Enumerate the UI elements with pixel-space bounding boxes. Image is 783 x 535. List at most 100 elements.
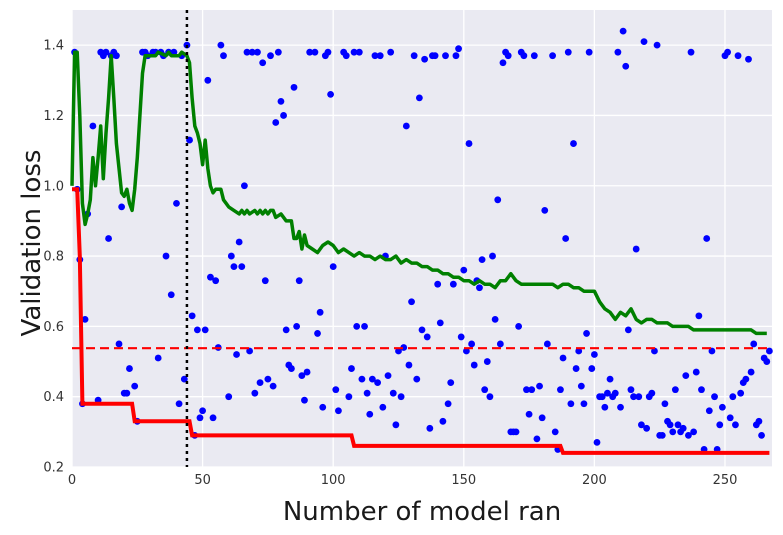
scatter-point bbox=[716, 421, 724, 429]
scatter-point bbox=[243, 48, 251, 56]
scatter-point bbox=[593, 438, 601, 446]
scatter-point bbox=[319, 403, 327, 411]
scatter-point bbox=[449, 280, 457, 288]
scatter-point bbox=[703, 235, 711, 242]
y-tick-label: 1.2 bbox=[43, 109, 64, 124]
scatter-point bbox=[298, 372, 306, 379]
scatter-point bbox=[89, 122, 97, 130]
scatter-point bbox=[280, 112, 287, 119]
scatter-point bbox=[434, 280, 442, 288]
y-tick-label: 1.4 bbox=[43, 39, 64, 54]
scatter-point bbox=[170, 48, 178, 56]
scatter-point bbox=[638, 421, 645, 429]
scatter-point bbox=[734, 52, 742, 60]
scatter-point bbox=[376, 52, 384, 60]
scatter-point bbox=[687, 48, 695, 56]
scatter-point bbox=[371, 52, 379, 60]
scatter-point bbox=[530, 52, 538, 60]
scatter-point bbox=[648, 389, 656, 397]
scatter-point bbox=[512, 428, 520, 436]
scatter-point bbox=[635, 393, 643, 401]
scatter-point bbox=[436, 319, 444, 327]
scatter-point bbox=[711, 393, 718, 401]
scatter-point bbox=[415, 94, 423, 102]
scatter-point bbox=[264, 375, 272, 383]
scatter-point bbox=[387, 48, 395, 56]
scatter-point bbox=[233, 351, 240, 358]
scatter-point bbox=[572, 365, 580, 372]
scatter-point bbox=[583, 330, 590, 337]
scatter-point bbox=[392, 421, 400, 429]
scatter-point bbox=[447, 379, 455, 387]
scatter-point bbox=[491, 315, 499, 323]
scatter-point bbox=[175, 400, 183, 408]
scatter-point bbox=[311, 48, 319, 56]
scatter-point bbox=[666, 421, 674, 429]
scatter-point bbox=[209, 414, 217, 422]
scatter-point bbox=[105, 235, 112, 242]
x-tick-label: 0 bbox=[68, 473, 76, 488]
scatter-point bbox=[692, 368, 700, 376]
scatter-point bbox=[611, 389, 619, 397]
scatter-point bbox=[379, 403, 387, 411]
scatter-point bbox=[468, 340, 476, 348]
scatter-point bbox=[442, 52, 449, 60]
x-axis-ticks: 0 50 100 150 200 250 bbox=[68, 473, 738, 488]
scatter-point bbox=[350, 48, 358, 56]
scatter-point bbox=[154, 354, 162, 362]
scatter-point bbox=[476, 284, 483, 292]
scatter-point bbox=[457, 333, 465, 341]
plot-background bbox=[72, 10, 772, 467]
scatter-point bbox=[254, 48, 261, 56]
scatter-point bbox=[617, 403, 624, 411]
scatter-point bbox=[718, 403, 726, 411]
scatter-point bbox=[557, 386, 564, 394]
scatter-point bbox=[564, 48, 572, 56]
scatter-point bbox=[538, 414, 546, 422]
scatter-point bbox=[115, 340, 123, 348]
scatter-point bbox=[167, 291, 175, 299]
scatter-point bbox=[408, 298, 415, 306]
moving-average-line bbox=[70, 50, 767, 336]
scatter-point bbox=[606, 375, 614, 383]
scatter-point bbox=[604, 389, 611, 397]
scatter-point bbox=[669, 428, 677, 436]
scatter-point bbox=[423, 333, 431, 341]
x-tick-label: 200 bbox=[582, 473, 607, 488]
scatter-point bbox=[483, 358, 491, 365]
scatter-point bbox=[504, 52, 512, 60]
scatter-point bbox=[118, 203, 126, 211]
scatter-point bbox=[348, 365, 355, 372]
scatter-point bbox=[193, 326, 201, 334]
scatter-point bbox=[363, 389, 371, 397]
y-tick-label: 0.4 bbox=[43, 390, 64, 405]
scatter-point bbox=[478, 256, 486, 263]
scatter-point bbox=[724, 48, 731, 56]
scatter-point bbox=[729, 393, 737, 401]
scatter-point bbox=[585, 48, 593, 56]
scatter-point bbox=[418, 326, 426, 334]
scatter-point bbox=[470, 361, 478, 369]
scatter-point bbox=[327, 90, 334, 98]
scatter-point bbox=[368, 375, 376, 383]
scatter-point bbox=[274, 48, 282, 56]
scatter-point bbox=[358, 375, 366, 383]
scatter-point bbox=[251, 389, 259, 397]
y-axis-label: Validation loss bbox=[17, 150, 47, 337]
scatter-point bbox=[536, 382, 543, 390]
scatter-point bbox=[682, 372, 690, 379]
scatter-point bbox=[426, 424, 434, 432]
scatter-point bbox=[452, 52, 460, 60]
scatter-point bbox=[643, 424, 651, 432]
scatter-point bbox=[361, 322, 368, 330]
scatter-point bbox=[698, 386, 705, 394]
scatter-point bbox=[413, 375, 421, 383]
scatter-point bbox=[543, 340, 551, 348]
scatter-point bbox=[614, 48, 622, 56]
scatter-point bbox=[162, 252, 170, 260]
scatter-point bbox=[755, 417, 763, 425]
scatter-point bbox=[342, 52, 350, 60]
scatter-point bbox=[590, 351, 598, 358]
scatter-point bbox=[405, 361, 413, 369]
scatter-point bbox=[463, 347, 470, 355]
